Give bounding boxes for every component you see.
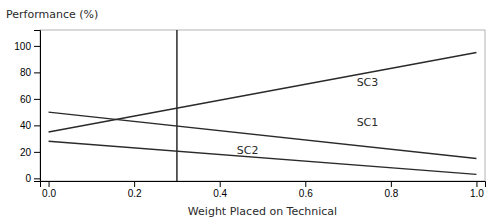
series-line [49, 141, 477, 174]
chart: 0.0 0.2 0.4 0.6 0.8 1.0 0 20 40 60 80 100 SC3 SC1 SC2 W… [0, 0, 500, 223]
y-tick-mark [34, 46, 40, 47]
series-line [49, 112, 477, 158]
series-label: SC1 [357, 116, 379, 129]
y-tick: 40 [20, 120, 40, 131]
y-tick-mark [34, 125, 40, 126]
x-tick: 0.0 [42, 181, 56, 199]
x-tick-mark [220, 181, 221, 187]
x-tick: 1.0 [470, 181, 484, 199]
annotations: SC3 SC1 SC2 [237, 76, 378, 157]
y-tick-label: 0 [25, 173, 31, 184]
x-axis: 0.0 0.2 0.4 0.6 0.8 1.0 [41, 181, 486, 199]
x-tick-label: 0.6 [299, 188, 313, 199]
series-label: SC2 [237, 144, 259, 157]
x-tick: 0.4 [213, 181, 227, 199]
y-tick: 100 [14, 41, 40, 52]
y-axis-line [34, 31, 41, 182]
series-line [49, 53, 477, 132]
x-axis-title: Weight Placed on Technical [188, 205, 337, 218]
y-tick: 80 [20, 67, 40, 78]
x-tick-mark [305, 181, 306, 187]
x-tick-label: 0.8 [384, 188, 398, 199]
y-tick-mark [34, 178, 40, 179]
y-tick: 0 [25, 173, 40, 184]
x-tick-label: 1.0 [470, 188, 484, 199]
y-tick-label: 80 [20, 67, 32, 78]
y-axis-title: Performance (%) [6, 8, 98, 21]
x-tick-label: 0.0 [42, 188, 56, 199]
y-tick: 60 [20, 94, 40, 105]
y-tick: 20 [20, 147, 40, 158]
x-tick-mark [134, 181, 135, 187]
x-tick: 0.6 [299, 181, 313, 199]
x-tick-mark [391, 181, 392, 187]
x-tick-label: 0.2 [128, 188, 142, 199]
x-tick-mark [476, 181, 477, 187]
y-tick-mark [34, 72, 40, 73]
series-label: SC3 [357, 76, 379, 89]
y-tick-mark [34, 99, 40, 100]
y-tick-label: 60 [20, 94, 32, 105]
x-tick-label: 0.4 [213, 188, 227, 199]
y-tick-mark [34, 152, 40, 153]
x-axis-line [41, 182, 486, 188]
plot-frame [40, 30, 485, 181]
y-tick-label: 20 [20, 147, 32, 158]
x-tick: 0.8 [384, 181, 398, 199]
x-tick-mark [49, 181, 50, 187]
plot: 0.0 0.2 0.4 0.6 0.8 1.0 0 20 40 60 80 100 SC3 SC1 SC2 [14, 30, 485, 199]
marks [49, 30, 477, 181]
vertical-line [176, 30, 178, 181]
y-axis: 0 20 40 60 80 100 [14, 31, 40, 185]
y-tick-label: 100 [14, 41, 31, 52]
y-tick-label: 40 [20, 120, 32, 131]
x-tick: 0.2 [128, 181, 142, 199]
